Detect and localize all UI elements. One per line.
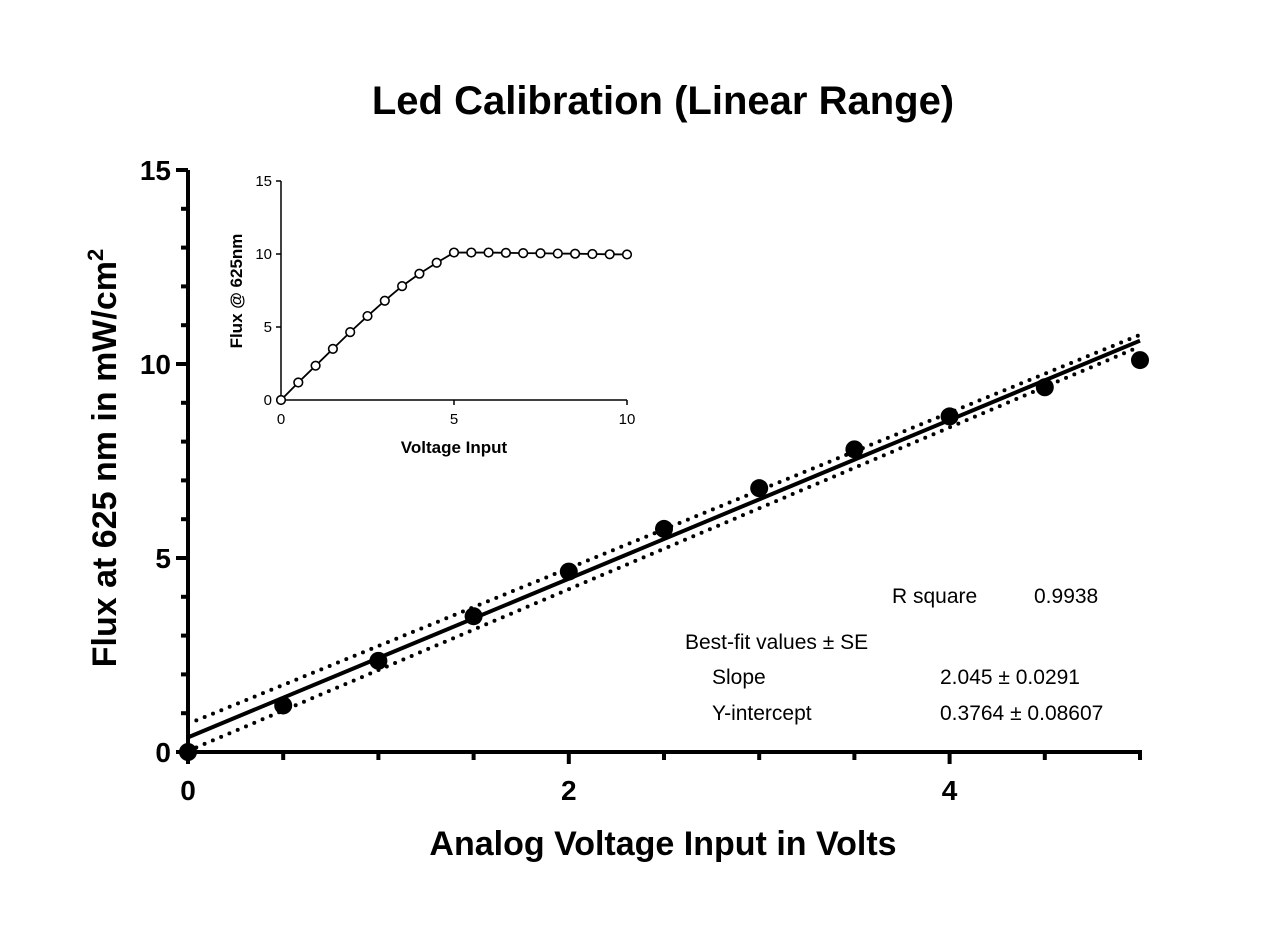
x-tick-label: 0 — [180, 775, 196, 806]
data-point — [559, 562, 578, 581]
linear-fit-line — [187, 338, 1141, 740]
inset-data-point — [500, 247, 512, 258]
inset-data-point — [466, 247, 477, 258]
inset-x-tick-label: 5 — [450, 411, 458, 428]
inset-data-point — [431, 257, 442, 268]
inset-data-point — [345, 327, 356, 338]
inset-data-point — [397, 281, 408, 292]
inset-data-point — [569, 248, 581, 259]
inset-series-line — [280, 251, 628, 401]
data-point — [274, 696, 293, 715]
y-tick-label: 5 — [155, 543, 171, 574]
inset-data-point — [362, 310, 373, 322]
inset-data-point — [310, 360, 321, 371]
inset-data-point — [587, 248, 598, 260]
chart-title: Led Calibration (Linear Range) — [372, 79, 954, 123]
inset-y-tick-label: 15 — [255, 173, 272, 190]
y-axis-title-superscript: 2 — [83, 249, 108, 261]
inset-data-point — [448, 247, 460, 258]
data-point — [940, 407, 959, 426]
inset-y-tick-label: 5 — [264, 319, 272, 336]
data-point — [464, 607, 483, 626]
y-intercept-label: Y-intercept — [712, 702, 812, 725]
inset-data-point — [552, 248, 563, 259]
data-point — [369, 651, 388, 670]
inset-x-axis-title: Voltage Input — [401, 438, 508, 457]
data-point — [1131, 351, 1149, 370]
confidence-band-lower — [186, 344, 1142, 753]
inset-data-point — [379, 295, 390, 306]
inset-data-point — [293, 377, 304, 388]
slope-label: Slope — [712, 666, 766, 689]
slope-value: 2.045 ± 0.0291 — [940, 666, 1080, 689]
inset-y-tick-label: 10 — [255, 246, 272, 263]
y-intercept-value: 0.3764 ± 0.08607 — [940, 702, 1103, 725]
inset-x-tick-label: 10 — [619, 411, 636, 428]
data-point — [655, 519, 673, 538]
best-fit-header: Best-fit values ± SE — [685, 631, 868, 654]
inset-data-point — [535, 248, 546, 259]
inset-data-point — [483, 247, 494, 258]
y-axis-title: Flux at 625 nm in mW/cm2 — [83, 249, 124, 667]
inset-data-point — [621, 249, 633, 260]
data-point — [179, 743, 197, 761]
inset-data-point — [327, 343, 339, 355]
data-point — [1035, 378, 1054, 397]
x-axis-title: Analog Voltage Input in Volts — [429, 825, 896, 863]
inset-plot: 0 5 10 15 0 5 10 — [255, 173, 635, 428]
y-tick-label: 10 — [140, 349, 171, 380]
inset-data-point — [414, 268, 425, 279]
fit-statistics: R square 0.9938 Best-fit values ± SE Slo… — [685, 585, 1103, 725]
r-square-label: R square — [892, 585, 977, 608]
main-plot: 0 5 10 15 0 2 4 — [140, 155, 1149, 806]
inset-x-tick-label: 0 — [277, 411, 285, 428]
inset-y-axis-title: Flux @ 625nm — [227, 234, 246, 349]
inset-data-point — [275, 394, 287, 406]
x-tick-label: 2 — [561, 775, 577, 806]
inset-y-tick-label: 0 — [264, 392, 272, 409]
inset-data-point — [518, 248, 529, 259]
y-tick-label: 0 — [155, 737, 171, 768]
y-axis-title-text: Flux at 625 nm in mW/cm — [86, 261, 124, 667]
r-square-value: 0.9938 — [1034, 585, 1098, 608]
data-point — [750, 479, 769, 498]
data-point — [845, 440, 864, 459]
x-tick-label: 4 — [942, 775, 958, 806]
inset-data-point — [604, 249, 615, 260]
y-tick-label: 15 — [140, 155, 171, 186]
